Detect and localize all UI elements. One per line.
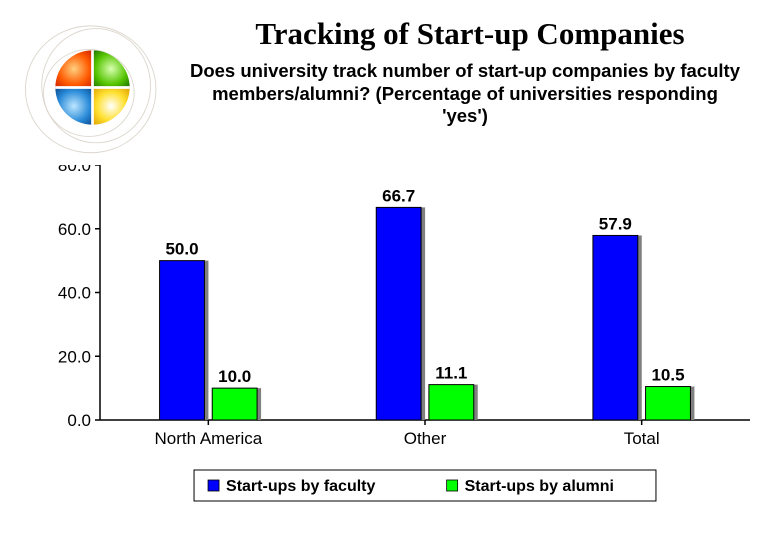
bar-value-label: 10.0 <box>218 367 251 386</box>
bar-value-label: 66.7 <box>382 186 415 205</box>
y-tick-label: 40.0 <box>58 284 91 303</box>
y-tick-label: 20.0 <box>58 347 91 366</box>
bar-value-label: 11.1 <box>435 364 467 383</box>
bar <box>212 388 257 420</box>
slide-subtitle: Does university track number of start-up… <box>188 60 742 128</box>
bar <box>646 387 691 420</box>
category-label: Total <box>624 429 660 448</box>
category-label: North America <box>154 429 262 448</box>
bar <box>593 235 638 420</box>
logo-icon <box>20 15 165 160</box>
slide-title: Tracking of Start-up Companies <box>200 16 740 52</box>
category-label: Other <box>404 429 447 448</box>
bar-chart: 0.0 20.0 40.0 60.0 80.0 North America 50.0 10.0… <box>45 165 750 525</box>
legend-swatch <box>447 480 458 491</box>
legend-label: Start-ups by faculty <box>226 478 375 495</box>
slide: Tracking of Start-up Companies Does univ… <box>0 0 780 540</box>
legend-swatch <box>208 480 219 491</box>
bar-value-label: 57.9 <box>599 214 632 233</box>
y-tick-label: 0.0 <box>67 411 91 430</box>
bar <box>376 207 421 420</box>
y-tick-label: 60.0 <box>58 220 91 239</box>
bar <box>160 261 205 420</box>
bar <box>429 385 474 420</box>
bar-value-label: 10.5 <box>651 366 684 385</box>
y-tick-label: 80.0 <box>58 165 91 175</box>
bar-value-label: 50.0 <box>165 240 198 259</box>
legend-label: Start-ups by alumni <box>465 478 614 495</box>
